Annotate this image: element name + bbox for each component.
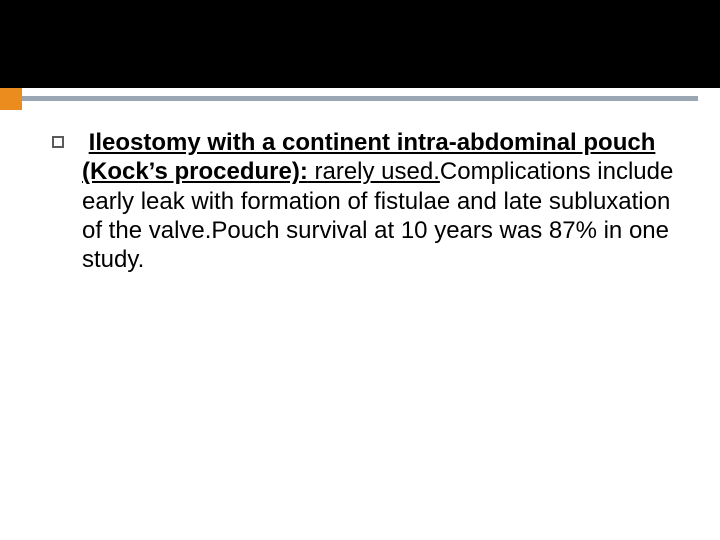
accent-block xyxy=(0,88,22,110)
content-area: Ileostomy with a continent intra-abdomin… xyxy=(52,128,677,274)
underline-tail: rarely used. xyxy=(308,158,440,185)
list-item: Ileostomy with a continent intra-abdomin… xyxy=(52,128,677,274)
slide: Ileostomy with a continent intra-abdomin… xyxy=(0,0,720,540)
lead-space xyxy=(82,129,89,156)
body-text: Ileostomy with a continent intra-abdomin… xyxy=(82,128,677,274)
divider-rule xyxy=(22,96,698,101)
title-band xyxy=(0,0,720,88)
square-bullet-icon xyxy=(52,136,64,148)
